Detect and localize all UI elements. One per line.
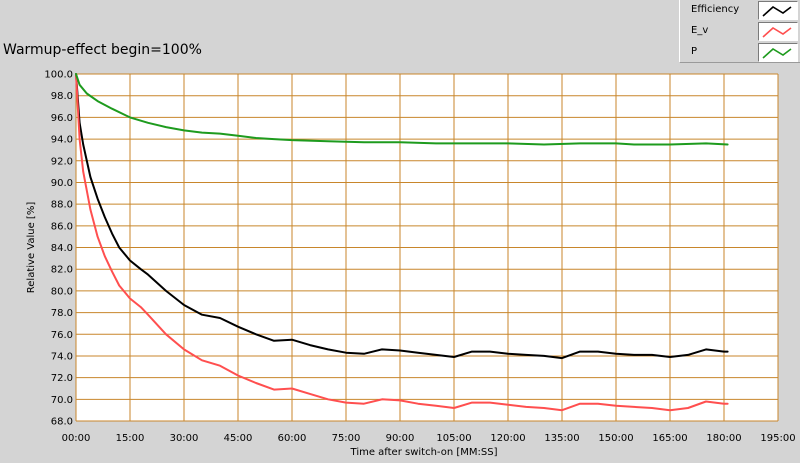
chart-title: Warmup-effect begin=100% <box>3 42 202 58</box>
legend-item-e-v: E_v <box>680 21 800 41</box>
y-tick-label: 96.0 <box>51 113 73 124</box>
y-tick-label: 82.0 <box>51 265 73 276</box>
legend-glyph-e-v <box>762 27 792 38</box>
y-tick-label: 88.0 <box>51 200 73 211</box>
y-tick-label: 86.0 <box>51 221 73 232</box>
y-tick-label: 80.0 <box>51 286 73 297</box>
y-tick-label: 72.0 <box>51 373 73 384</box>
x-tick-label: 135:00 <box>544 433 579 444</box>
y-tick-label: 68.0 <box>51 417 73 428</box>
x-axis-title: Time after switch-on [MM:SS] <box>350 447 498 458</box>
y-tick-label: 92.0 <box>51 156 73 167</box>
y-tick-label: 98.0 <box>51 91 73 102</box>
legend-label-efficiency: Efficiency <box>691 4 740 15</box>
x-tick-label: 150:00 <box>598 433 633 444</box>
x-tick-label: 105:00 <box>436 433 471 444</box>
legend-label-e-v: E_v <box>691 25 709 36</box>
y-tick-label: 78.0 <box>51 308 73 319</box>
y-tick-label: 90.0 <box>51 178 73 189</box>
legend-glyph-p <box>762 48 792 59</box>
y-tick-label: 70.0 <box>51 395 73 406</box>
legend-swatch-efficiency <box>758 1 798 20</box>
y-tick-label: 94.0 <box>51 135 73 146</box>
legend-swatch-p <box>758 43 798 62</box>
x-tick-label: 00:00 <box>62 433 91 444</box>
y-axis-title: Relative Value [%] <box>26 202 37 294</box>
x-tick-label: 60:00 <box>278 433 307 444</box>
legend: Efficiency E_v P <box>679 0 800 63</box>
x-tick-label: 120:00 <box>490 433 525 444</box>
x-tick-label: 15:00 <box>116 433 145 444</box>
x-tick-label: 165:00 <box>652 433 687 444</box>
y-tick-label: 100.0 <box>44 70 73 81</box>
series-line-e-v <box>75 73 729 412</box>
x-tick-label: 45:00 <box>224 433 253 444</box>
x-axis-ticks: 00:00 15:00 30:00 45:00 60:00 75:00 90:00 105:0… <box>62 433 796 444</box>
y-tick-label: 84.0 <box>51 243 73 254</box>
x-tick-label: 75:00 <box>332 433 361 444</box>
x-tick-label: 90:00 <box>386 433 415 444</box>
y-tick-label: 76.0 <box>51 330 73 341</box>
series-line-efficiency <box>75 73 729 360</box>
grid-lines <box>75 73 779 422</box>
legend-item-efficiency: Efficiency <box>680 0 800 20</box>
legend-item-p: P <box>680 42 800 62</box>
legend-glyph-efficiency <box>762 6 792 17</box>
x-tick-label: 30:00 <box>170 433 199 444</box>
series-line-p <box>75 73 729 146</box>
x-tick-label: 180:00 <box>706 433 741 444</box>
series-lines <box>75 73 729 412</box>
legend-label-p: P <box>691 46 698 57</box>
legend-swatch-e-v <box>758 22 798 41</box>
x-tick-label: 195:00 <box>760 433 795 444</box>
y-tick-label: 74.0 <box>51 351 73 362</box>
y-axis-ticks: 68.0 70.0 72.0 74.0 76.0 78.0 80.0 82.0 84.0 86.0… <box>44 70 73 428</box>
